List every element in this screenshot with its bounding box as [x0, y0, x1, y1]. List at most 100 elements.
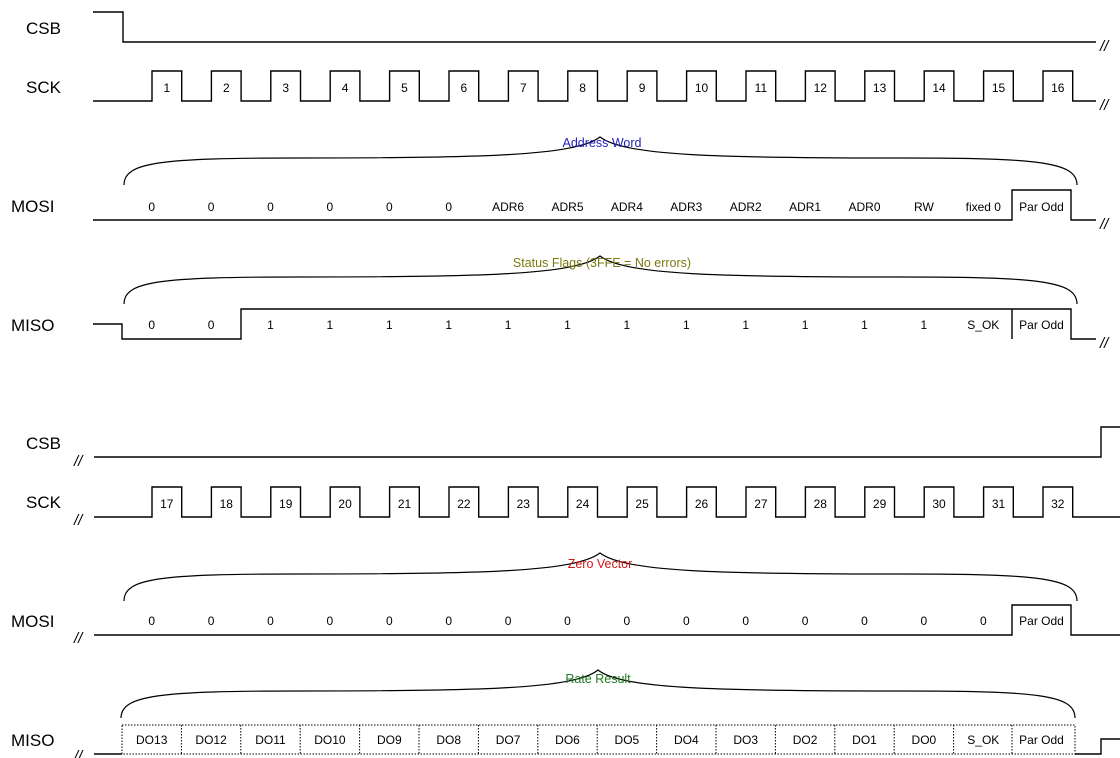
mosi-field-brace: [123, 552, 1078, 602]
mosi-bit-label: ADR0: [848, 200, 880, 214]
sck-clock-label: 18: [220, 497, 234, 511]
mosi-bit-label: RW: [914, 200, 934, 214]
miso-bit-label: 1: [921, 318, 928, 332]
break-mark: //: [1099, 38, 1110, 55]
miso-bit-label: 1: [861, 318, 868, 332]
sck-clock-label: 31: [992, 497, 1006, 511]
sck-clock-label: 8: [579, 81, 586, 95]
mosi-bit-label: ADR3: [670, 200, 702, 214]
sck-clock-label: 9: [639, 81, 646, 95]
mosi-bit-label: 0: [742, 614, 749, 628]
mosi-bit-label: 0: [327, 200, 334, 214]
mosi-bit-label: 0: [148, 614, 155, 628]
miso-bit-label: DO2: [793, 733, 818, 747]
mosi-bit-label: Par Odd: [1019, 614, 1064, 628]
signal-label-miso: MISO: [11, 731, 54, 750]
sck-clock-label: 26: [695, 497, 709, 511]
mosi-bit-label: 0: [327, 614, 334, 628]
break-mark: //: [1099, 216, 1110, 233]
miso-bit-label: DO4: [674, 733, 699, 747]
miso-field-title: Rate Result: [565, 672, 631, 686]
miso-waveform: [93, 308, 1096, 340]
miso-bit-label: 1: [564, 318, 571, 332]
mosi-bit-label: fixed 0: [966, 200, 1002, 214]
sck-clock-label: 13: [873, 81, 887, 95]
miso-bit-label: DO0: [912, 733, 937, 747]
mosi-bit-label: 0: [624, 614, 631, 628]
mosi-field-brace: [123, 136, 1078, 186]
miso-bit-label: Par Odd: [1019, 733, 1064, 747]
miso-bit-label: S_OK: [967, 318, 999, 332]
sck-clock-label: 12: [814, 81, 828, 95]
signal-label-csb: CSB: [26, 434, 61, 453]
signal-label-csb: CSB: [26, 19, 61, 38]
mosi-bit-label: 0: [208, 200, 215, 214]
break-mark: //: [1099, 97, 1110, 114]
miso-bit-label: DO7: [496, 733, 521, 747]
sck-clock-label: 1: [163, 81, 170, 95]
mosi-waveform: [94, 604, 1120, 636]
miso-bit-label: DO1: [852, 733, 877, 747]
break-mark: //: [73, 630, 84, 647]
miso-bit-label: 1: [683, 318, 690, 332]
sck-clock-label: 14: [932, 81, 946, 95]
break-mark: //: [73, 453, 84, 470]
mosi-bit-label: ADR4: [611, 200, 643, 214]
sck-clock-label: 4: [342, 81, 349, 95]
mosi-bit-label: 0: [386, 200, 393, 214]
miso-bit-label: DO8: [436, 733, 461, 747]
signal-label-miso: MISO: [11, 316, 54, 335]
sck-clock-labels: 1 2 3 4 5 6 7 8 9 10 11 12 13 14 15 16: [163, 81, 1064, 95]
miso-bit-label: 1: [267, 318, 274, 332]
sck-clock-label: 2: [223, 81, 230, 95]
mosi-field-title: Address Word: [563, 136, 642, 150]
miso-bit-label: DO10: [314, 733, 346, 747]
miso-bit-label: 1: [386, 318, 393, 332]
sck-clock-label: 5: [401, 81, 408, 95]
signal-label-sck: SCK: [26, 78, 62, 97]
miso-bit-label: DO6: [555, 733, 580, 747]
miso-bit-label: DO11: [255, 733, 286, 747]
sck-clock-label: 27: [754, 497, 768, 511]
miso-bit-label: S_OK: [967, 733, 999, 747]
signal-label-mosi: MOSI: [11, 197, 54, 216]
csb-waveform: [94, 426, 1120, 458]
mosi-bit-label: 0: [802, 614, 809, 628]
miso-bit-label: DO9: [377, 733, 402, 747]
miso-bit-label: 1: [327, 318, 334, 332]
miso-bit-label: DO3: [733, 733, 758, 747]
mosi-bit-label: 0: [445, 200, 452, 214]
sck-clock-label: 11: [755, 81, 768, 95]
break-mark: //: [1099, 335, 1110, 352]
mosi-bit-label: ADR1: [789, 200, 821, 214]
mosi-bit-label: 0: [861, 614, 868, 628]
sck-clock-label: 28: [814, 497, 828, 511]
mosi-bit-label: ADR2: [730, 200, 762, 214]
signal-label-mosi: MOSI: [11, 612, 54, 631]
miso-bit-labels: DO13 DO12 DO11 DO10 DO9 DO8 DO7 DO6 DO5 DO4 DO3 DO2…: [136, 725, 1064, 754]
mosi-bit-label: 0: [267, 614, 274, 628]
sck-clock-label: 16: [1051, 81, 1065, 95]
sck-clock-label: 23: [517, 497, 531, 511]
miso-field-brace: [120, 669, 1076, 719]
miso-bit-label: 0: [148, 318, 155, 332]
miso-field-brace: [123, 255, 1078, 305]
sck-clock-label: 10: [695, 81, 709, 95]
mosi-bit-label: 0: [445, 614, 452, 628]
mosi-bit-label: 0: [564, 614, 571, 628]
mosi-bit-label: 0: [386, 614, 393, 628]
sck-clock-label: 29: [873, 497, 887, 511]
mosi-waveform: [93, 189, 1096, 221]
sck-clock-label: 32: [1051, 497, 1065, 511]
sck-clock-label: 21: [398, 497, 412, 511]
miso-bit-label: DO5: [615, 733, 640, 747]
sck-waveform: [94, 486, 1120, 518]
frame-2: CSB SCK MOSI MISO // // 17 18 19 20 21 22 23 24…: [11, 426, 1120, 758]
sck-clock-label: 20: [338, 497, 352, 511]
mosi-bit-label: ADR5: [551, 200, 583, 214]
sck-clock-label: 6: [461, 81, 468, 95]
csb-waveform: [93, 11, 1096, 43]
mosi-bit-label: 0: [980, 614, 987, 628]
frame-1: CSB SCK MOSI MISO // 1 2 3 4 5 6 7 8 9 10 11 12 13 14…: [11, 11, 1110, 352]
break-mark: //: [73, 512, 84, 529]
